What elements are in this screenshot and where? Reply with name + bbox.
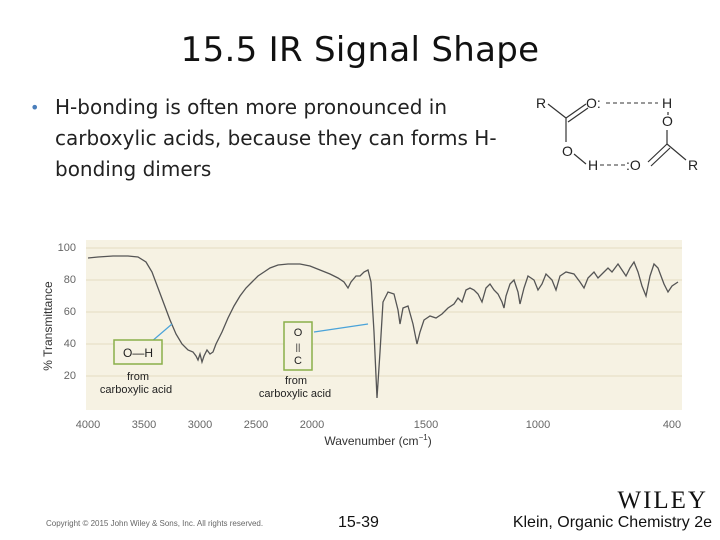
y-tick-100: 100 [58, 242, 76, 254]
oh-label: O—H [123, 346, 153, 360]
copyright-notice: Copyright © 2015 John Wiley & Sons, Inc.… [46, 519, 264, 528]
x-tick-1000: 1000 [526, 419, 550, 431]
x-tick-3000: 3000 [188, 419, 212, 431]
book-reference: Klein, Organic Chemistry 2e [512, 514, 712, 531]
bullet-icon: • [30, 98, 40, 117]
x-axis-label-sup: −1 [419, 433, 429, 442]
bond-c-o-double-bottom-2 [650, 147, 671, 167]
ir-trace [87, 255, 679, 399]
x-tick-2000: 2000 [300, 419, 324, 431]
grid-lines [86, 247, 682, 377]
bond-r-c-top [547, 103, 567, 119]
x-tick-3500: 3500 [132, 419, 156, 431]
dimer-o-left: O [562, 143, 573, 159]
oh-note-from: from [127, 371, 149, 383]
dimer-h-top: H [662, 95, 672, 111]
wiley-logo: WILEY [617, 487, 708, 514]
bond-c-o-double-bottom [647, 143, 668, 163]
dimer-o-bottom: :O [626, 157, 641, 173]
co-label-o: O [294, 327, 303, 339]
y-axis-label: % Transmittance [41, 281, 55, 371]
carboxylic-acid-dimer-diagram: R O: H O O H :O R [536, 95, 698, 173]
bond-o-h-bottom [573, 153, 587, 165]
dimer-o-right: O [662, 113, 673, 129]
co-label-box [283, 321, 313, 371]
co-label-bond: || [296, 342, 301, 352]
oh-note-acid: carboxylic acid [100, 384, 172, 396]
co-callout-line [313, 323, 369, 333]
plot-background [86, 240, 682, 410]
x-axis-label-end: ) [428, 434, 432, 448]
bond-c-r-bottom [666, 143, 687, 161]
y-tick-60: 60 [64, 306, 76, 318]
x-tick-1500: 1500 [414, 419, 438, 431]
dimer-o-top: O: [586, 95, 601, 111]
ir-spectrum-chart: 100 80 60 40 20 % Transmittance 4000 350… [41, 240, 682, 448]
bond-c-o-double-top [565, 103, 587, 119]
oh-label-box [113, 339, 163, 365]
co-label-c: C [294, 355, 302, 367]
x-axis-label: Wavenumber (cm−1) [324, 433, 431, 448]
dimer-h-bottom: H [588, 157, 598, 173]
bullet-text: H-bonding is often more pronounced in ca… [55, 95, 497, 181]
bond-c-o-double-top-2 [567, 107, 589, 123]
page-number: 15-39 [338, 514, 379, 531]
dimer-r-bottom: R [688, 157, 698, 173]
y-tick-20: 20 [64, 370, 76, 382]
x-tick-400: 400 [663, 419, 681, 431]
slide-title: 15.5 IR Signal Shape [180, 30, 540, 70]
y-tick-40: 40 [64, 338, 76, 350]
x-axis-label-text: Wavenumber (cm [324, 434, 418, 448]
co-note-acid: carboxylic acid [259, 388, 331, 400]
y-tick-80: 80 [64, 274, 76, 286]
x-tick-2500: 2500 [244, 419, 268, 431]
co-note-from: from [285, 375, 307, 387]
dimer-r-top: R [536, 95, 546, 111]
x-tick-4000: 4000 [76, 419, 100, 431]
